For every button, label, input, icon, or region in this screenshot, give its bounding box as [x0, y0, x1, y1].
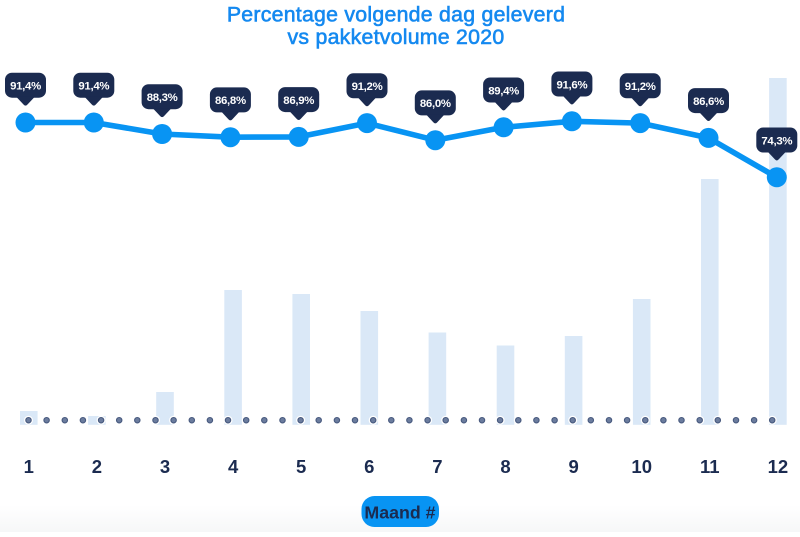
svg-text:vs pakketvolume 2020: vs pakketvolume 2020 — [288, 25, 505, 49]
svg-text:3: 3 — [160, 456, 170, 477]
svg-text:86,8%: 86,8% — [215, 95, 246, 107]
svg-text:6: 6 — [364, 456, 374, 477]
svg-text:91,2%: 91,2% — [625, 81, 656, 93]
svg-text:1: 1 — [24, 456, 34, 477]
svg-text:4: 4 — [228, 456, 239, 477]
svg-text:86,6%: 86,6% — [693, 96, 724, 108]
svg-text:86,9%: 86,9% — [283, 95, 314, 107]
svg-text:91,4%: 91,4% — [10, 81, 41, 93]
svg-text:Maand #: Maand # — [364, 503, 435, 523]
svg-text:Percentage volgende dag geleve: Percentage volgende dag geleverd — [227, 3, 565, 27]
svg-text:9: 9 — [568, 456, 578, 477]
svg-text:11: 11 — [700, 456, 720, 477]
svg-text:89,4%: 89,4% — [488, 85, 519, 97]
svg-text:7: 7 — [432, 456, 442, 477]
svg-text:12: 12 — [768, 456, 789, 477]
svg-text:91,2%: 91,2% — [352, 81, 383, 93]
svg-text:74,3%: 74,3% — [761, 135, 792, 147]
svg-text:91,4%: 91,4% — [78, 81, 109, 93]
svg-text:86,0%: 86,0% — [420, 98, 451, 110]
svg-text:91,6%: 91,6% — [556, 79, 587, 91]
svg-text:5: 5 — [296, 456, 306, 477]
svg-text:2: 2 — [92, 456, 102, 477]
svg-text:88,3%: 88,3% — [147, 92, 178, 104]
svg-text:10: 10 — [631, 456, 652, 477]
svg-text:8: 8 — [500, 456, 510, 477]
